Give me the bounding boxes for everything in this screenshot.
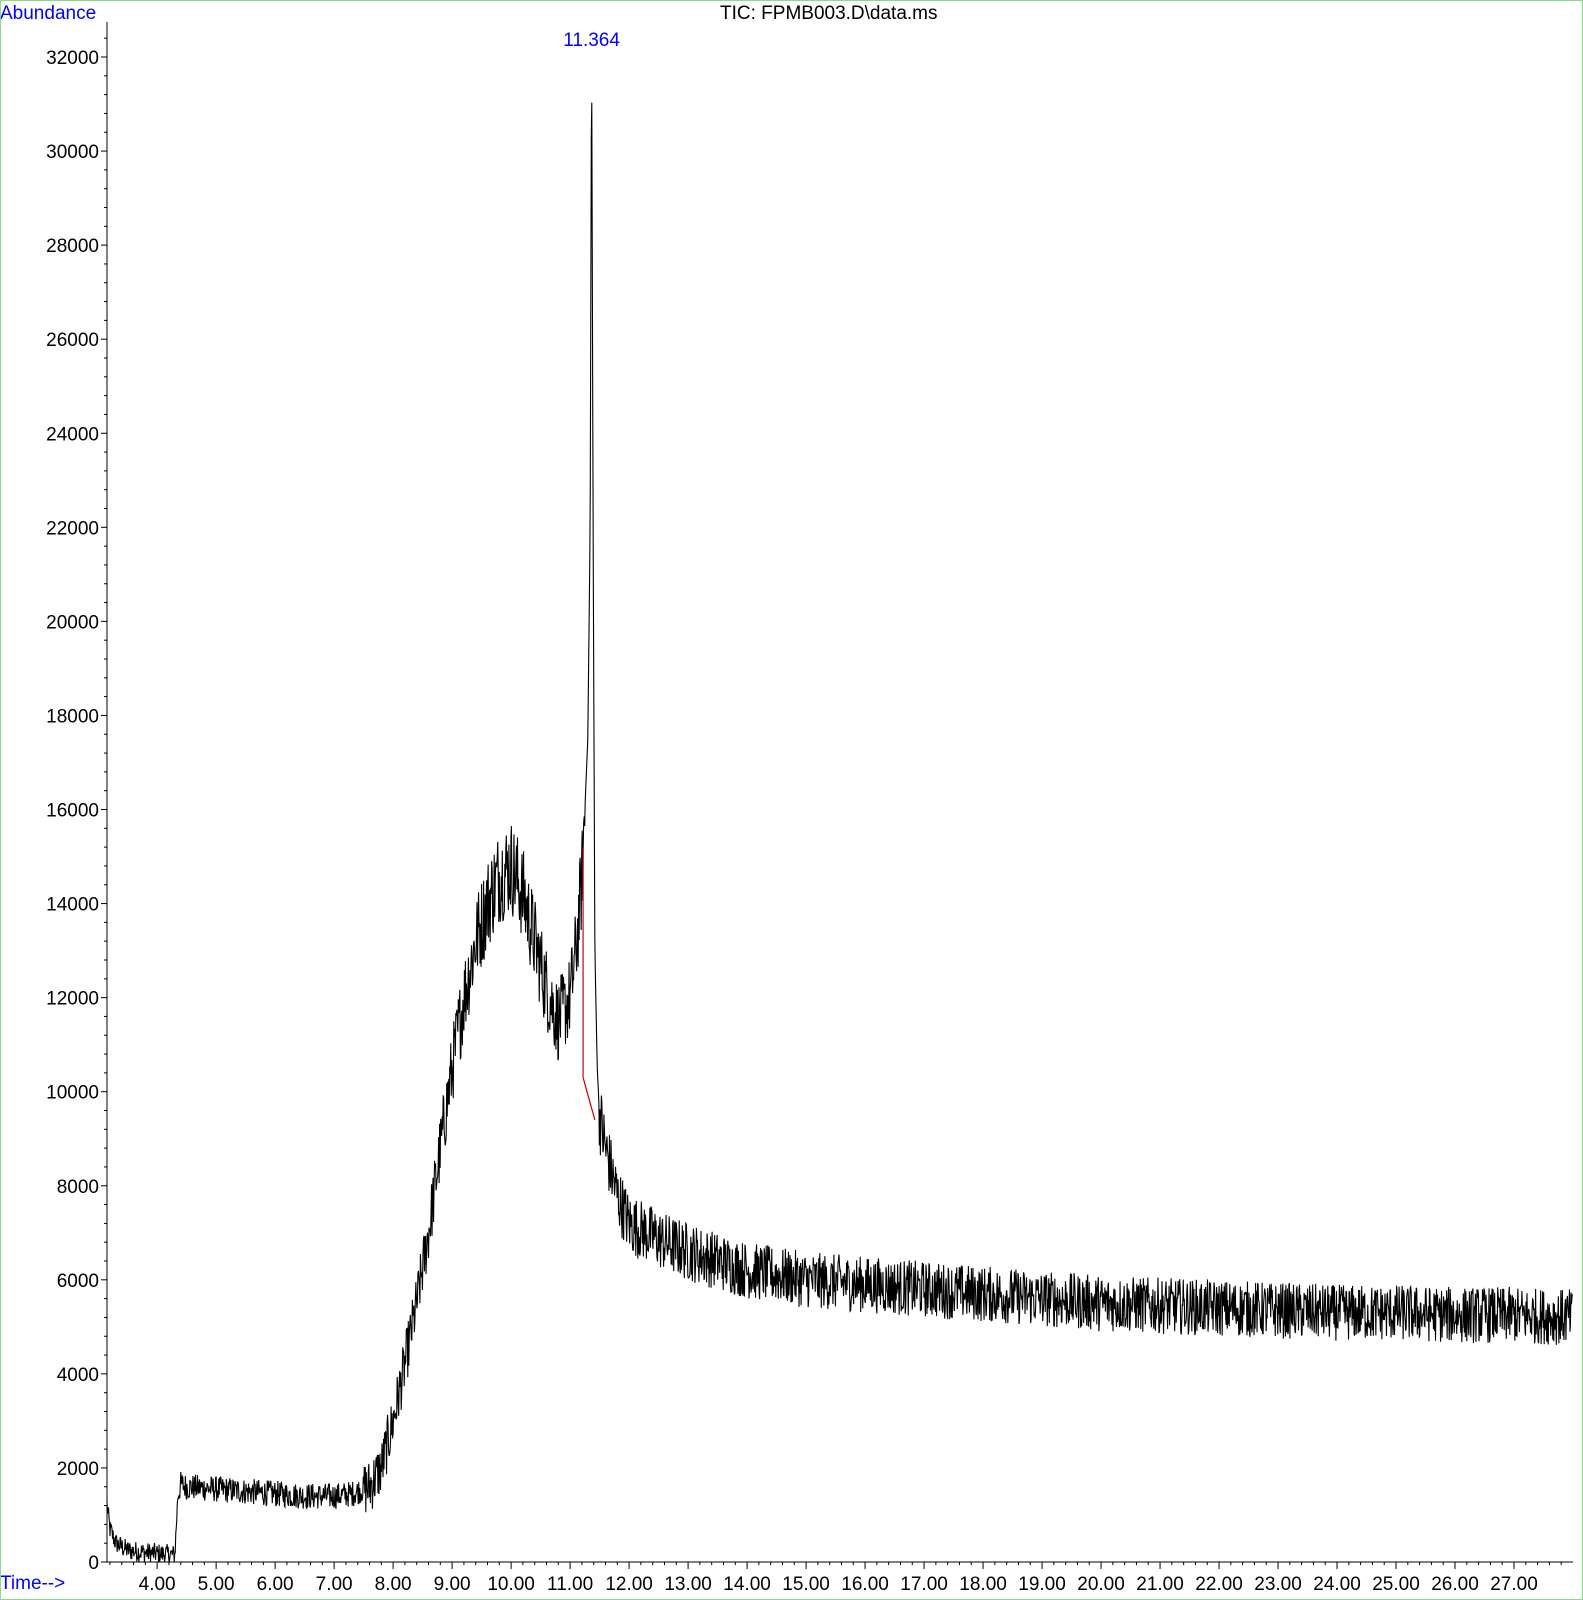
x-tick-label: 9.00 — [434, 1574, 471, 1595]
y-tick-label: 12000 — [46, 989, 99, 1010]
y-tick-label: 16000 — [46, 801, 99, 822]
x-tick-label: 23.00 — [1254, 1574, 1302, 1595]
x-tick-label: 10.00 — [487, 1574, 535, 1595]
y-tick-label: 32000 — [46, 48, 99, 69]
y-tick-label: 6000 — [57, 1271, 99, 1292]
x-tick-label: 18.00 — [959, 1574, 1007, 1595]
x-tick-label: 13.00 — [664, 1574, 712, 1595]
x-tick-label: 14.00 — [723, 1574, 771, 1595]
x-tick-label: 26.00 — [1431, 1574, 1479, 1595]
x-tick-label: 12.00 — [605, 1574, 653, 1595]
x-tick-label: 16.00 — [841, 1574, 889, 1595]
y-tick-label: 20000 — [46, 612, 99, 633]
y-tick-label: 2000 — [57, 1459, 99, 1480]
y-tick-label: 28000 — [46, 236, 99, 257]
x-tick-label: 25.00 — [1372, 1574, 1420, 1595]
x-axis-label: Time--> — [0, 1573, 66, 1594]
y-tick-label: 22000 — [46, 518, 99, 539]
y-tick-label: 10000 — [46, 1083, 99, 1104]
x-tick-label: 20.00 — [1077, 1574, 1125, 1595]
x-tick-label: 7.00 — [316, 1574, 353, 1595]
tic-trace — [106, 102, 1574, 1563]
y-axis-label: Abundance — [0, 3, 97, 24]
x-tick-label: 27.00 — [1490, 1574, 1538, 1595]
x-tick-label: 15.00 — [782, 1574, 830, 1595]
y-tick-label: 24000 — [46, 424, 99, 445]
x-tick-label: 22.00 — [1195, 1574, 1243, 1595]
x-tick-label: 6.00 — [257, 1574, 294, 1595]
y-tick-label: 0 — [88, 1553, 99, 1574]
y-tick-label: 26000 — [46, 330, 99, 351]
x-tick-label: 5.00 — [198, 1574, 235, 1595]
integration-baseline — [582, 847, 596, 1121]
x-tick-label: 4.00 — [139, 1574, 176, 1595]
y-tick-label: 30000 — [46, 142, 99, 163]
x-tick-label: 21.00 — [1136, 1574, 1184, 1595]
y-tick-label: 18000 — [46, 706, 99, 727]
chart-title: TIC: FPMB003.D\data.ms — [720, 3, 938, 24]
x-tick-label: 17.00 — [900, 1574, 948, 1595]
y-tick-label: 8000 — [57, 1177, 99, 1198]
y-tick-label: 14000 — [46, 895, 99, 916]
peak-label: 11.364 — [563, 30, 620, 51]
x-tick-label: 24.00 — [1313, 1574, 1361, 1595]
x-tick-label: 11.00 — [547, 1574, 593, 1595]
x-tick-label: 19.00 — [1018, 1574, 1066, 1595]
x-tick-label: 8.00 — [375, 1574, 412, 1595]
y-tick-label: 4000 — [57, 1365, 99, 1386]
